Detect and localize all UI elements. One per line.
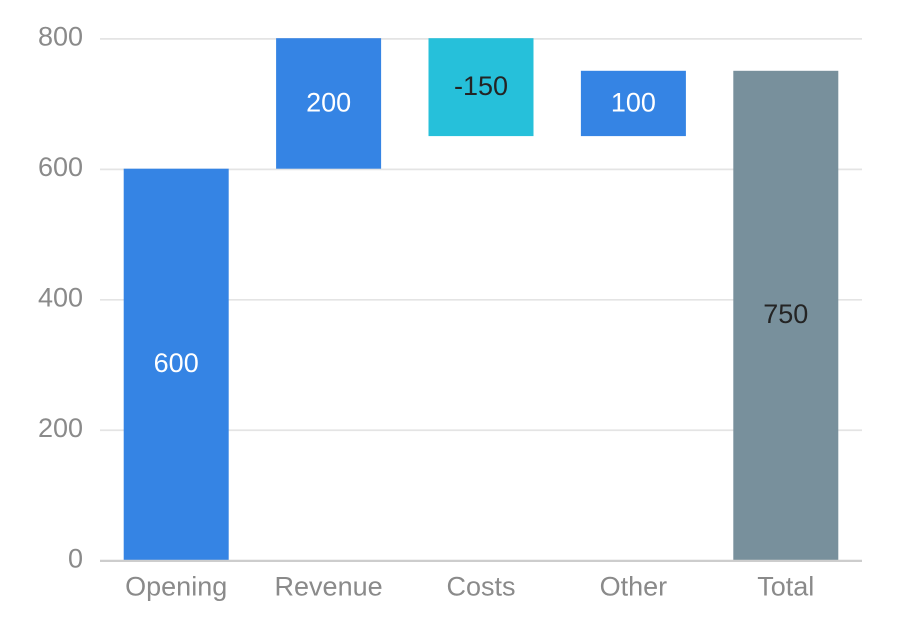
svg-text:Revenue: Revenue xyxy=(275,571,383,601)
svg-text:100: 100 xyxy=(611,87,656,117)
svg-text:600: 600 xyxy=(38,152,83,182)
svg-text:600: 600 xyxy=(154,348,199,378)
svg-text:800: 800 xyxy=(38,22,83,52)
svg-text:400: 400 xyxy=(38,283,83,313)
svg-text:Other: Other xyxy=(600,571,668,601)
svg-text:Total: Total xyxy=(757,571,814,601)
svg-text:200: 200 xyxy=(38,413,83,443)
svg-text:-150: -150 xyxy=(454,71,508,101)
svg-text:Opening: Opening xyxy=(125,571,227,601)
svg-text:750: 750 xyxy=(763,299,808,329)
svg-text:Costs: Costs xyxy=(446,571,515,601)
svg-text:200: 200 xyxy=(306,87,351,117)
svg-text:0: 0 xyxy=(68,544,83,574)
